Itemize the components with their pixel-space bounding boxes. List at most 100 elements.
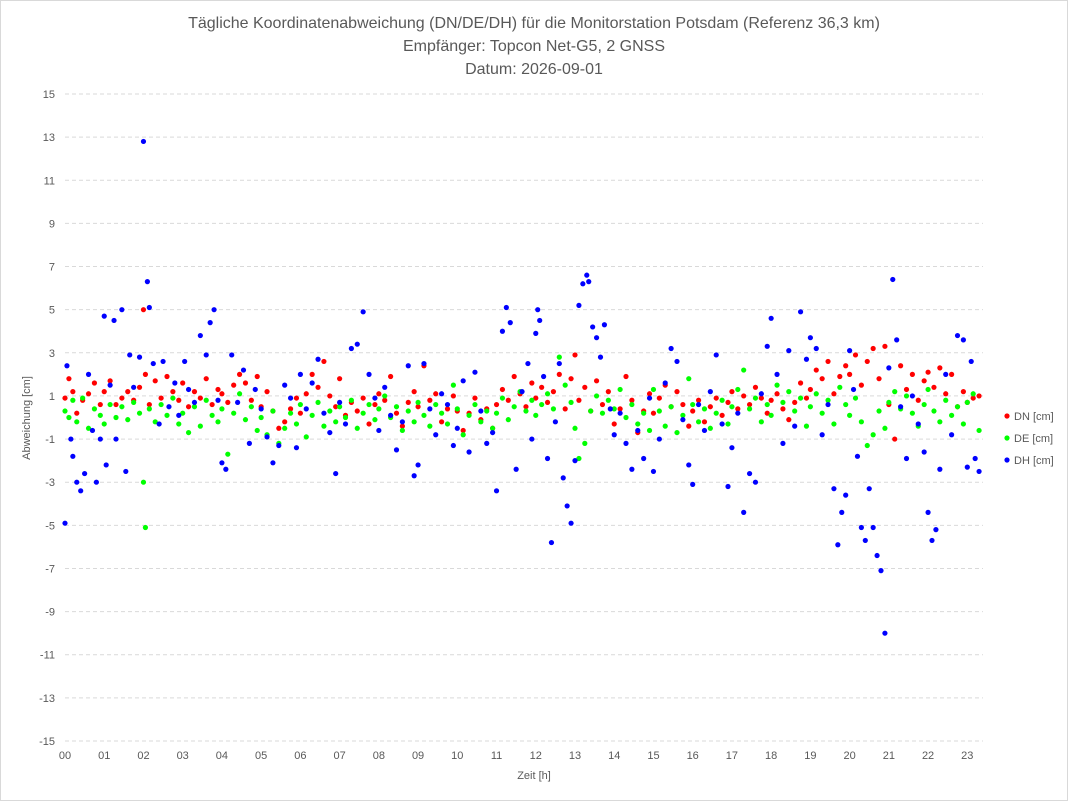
data-point	[713, 352, 719, 358]
data-point	[695, 397, 702, 403]
data-point	[101, 313, 107, 319]
data-point	[949, 412, 955, 418]
data-point	[297, 401, 303, 408]
data-point	[560, 475, 566, 481]
data-point	[472, 395, 478, 401]
data-point	[444, 421, 451, 427]
data-point	[140, 138, 147, 145]
data-point	[713, 410, 719, 416]
data-point	[240, 367, 247, 373]
data-point	[680, 401, 686, 408]
data-point	[74, 410, 80, 416]
y-axis-ticks: 15 13 11 9 7 5 3 1 -1 -3 -5 -7 -9 -11 -13 -15	[39, 89, 55, 748]
x-tick-label: 06	[294, 750, 306, 762]
data-point	[287, 395, 294, 401]
data-point	[556, 354, 562, 360]
data-point	[433, 391, 439, 397]
data-point	[780, 440, 786, 446]
data-point	[360, 410, 366, 416]
data-point	[225, 451, 231, 457]
data-point	[892, 389, 898, 395]
data-point	[839, 509, 845, 515]
data-point	[529, 397, 535, 403]
data-point	[590, 324, 596, 330]
data-point	[719, 421, 725, 427]
data-point	[915, 421, 921, 427]
data-point	[903, 386, 910, 393]
data-point	[725, 399, 731, 406]
data-point	[97, 436, 103, 442]
data-point	[411, 419, 417, 425]
data-point	[909, 371, 915, 377]
data-point	[960, 389, 966, 395]
data-point	[103, 462, 109, 468]
data-point	[276, 442, 282, 449]
data-point	[943, 371, 949, 377]
data-point	[191, 389, 198, 395]
data-point	[582, 440, 588, 446]
data-point	[668, 404, 674, 410]
data-point	[858, 419, 864, 425]
data-point	[70, 389, 76, 395]
data-point	[348, 345, 354, 352]
data-point	[707, 404, 713, 410]
data-point	[611, 406, 617, 412]
data-point	[276, 425, 282, 431]
data-point	[66, 376, 72, 382]
data-point	[617, 386, 623, 393]
data-point	[786, 389, 792, 395]
data-point	[309, 371, 315, 377]
data-point	[646, 427, 653, 434]
data-point	[405, 363, 411, 369]
data-point	[164, 373, 170, 380]
data-point	[223, 466, 229, 472]
data-point	[454, 425, 460, 431]
data-point	[746, 406, 753, 412]
data-point	[954, 404, 961, 410]
data-point	[976, 427, 982, 434]
data-point	[847, 412, 853, 418]
data-point	[960, 337, 966, 343]
data-point	[309, 380, 315, 386]
data-point	[690, 401, 696, 408]
data-point	[735, 406, 741, 412]
data-point	[158, 395, 164, 401]
data-point	[847, 371, 853, 377]
data-point	[898, 363, 904, 369]
data-point	[925, 369, 931, 375]
data-point	[970, 391, 976, 397]
data-point	[101, 421, 107, 427]
data-point	[858, 382, 864, 388]
data-point	[650, 468, 657, 475]
data-point	[354, 341, 360, 347]
data-point	[74, 419, 80, 425]
data-point	[803, 356, 810, 362]
data-point	[949, 371, 955, 377]
data-point	[136, 410, 143, 416]
data-point	[741, 367, 747, 373]
x-tick-label: 14	[608, 750, 620, 762]
data-point	[803, 395, 810, 401]
data-point	[601, 322, 608, 328]
data-point	[197, 332, 203, 339]
data-point	[925, 509, 931, 515]
data-point	[870, 432, 876, 438]
data-point	[321, 358, 327, 365]
data-point	[327, 429, 333, 436]
data-point	[890, 276, 896, 283]
data-point	[215, 397, 221, 403]
data-point	[113, 436, 119, 442]
data-point	[949, 432, 955, 438]
data-point	[80, 395, 86, 401]
data-point	[170, 389, 176, 395]
data-point	[203, 352, 209, 358]
data-point	[746, 470, 753, 477]
data-point	[548, 539, 555, 546]
data-point	[586, 279, 592, 285]
data-point	[225, 399, 231, 406]
data-point	[803, 423, 810, 429]
data-point	[819, 432, 825, 438]
data-point	[219, 391, 225, 397]
data-point	[242, 417, 249, 423]
x-tick-label: 10	[451, 750, 463, 762]
